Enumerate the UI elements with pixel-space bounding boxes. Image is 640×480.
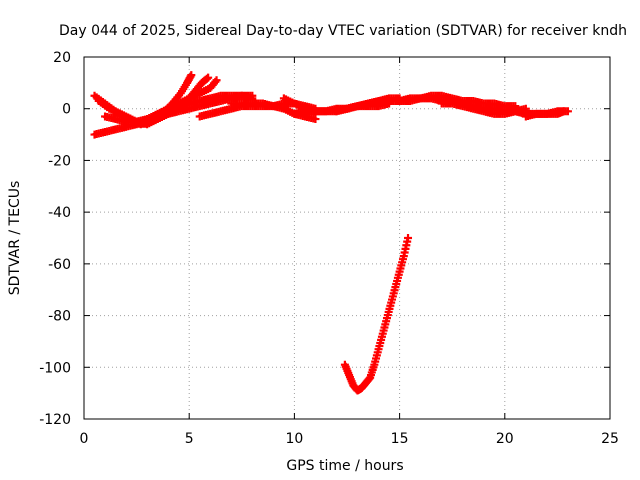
- data-point: [204, 73, 213, 82]
- data-point: [559, 107, 568, 116]
- y-tick-label: -60: [48, 257, 71, 273]
- y-tick-label: -20: [48, 153, 71, 169]
- plot-frame: [83, 56, 611, 420]
- series-track-g: [227, 99, 320, 124]
- y-tick-label: -120: [39, 412, 71, 428]
- series-track-e: [143, 91, 257, 126]
- data-point: [187, 71, 196, 80]
- x-tick-label: 15: [391, 431, 409, 447]
- x-axis-label: GPS time / hours: [286, 458, 403, 474]
- y-tick-label: -80: [48, 309, 71, 325]
- series-track-m: [521, 107, 568, 121]
- y-tick-label: 20: [53, 50, 71, 66]
- axis-ticks: 0 5 10 15 20 25 20 0 -20 -40 -60 -80 -100 -120: [39, 50, 619, 447]
- x-tick-label: 20: [496, 431, 514, 447]
- data-series: [90, 71, 572, 395]
- data-point: [311, 115, 320, 124]
- y-tick-label: -40: [48, 205, 71, 221]
- data-point: [211, 77, 220, 86]
- y-tick-label: -100: [39, 360, 71, 376]
- x-tick-label: 10: [285, 431, 303, 447]
- series-track-n: [340, 234, 413, 395]
- x-tick-label: 0: [80, 431, 89, 447]
- y-tick-label: 0: [62, 102, 71, 118]
- x-tick-label: 5: [185, 431, 194, 447]
- y-axis-label: SDTVAR / TECUs: [7, 181, 23, 296]
- data-point: [404, 234, 413, 242]
- data-point: [212, 76, 221, 85]
- x-tick-label: 25: [601, 431, 619, 447]
- chart-title: Day 044 of 2025, Sidereal Day-to-day VTE…: [59, 23, 627, 39]
